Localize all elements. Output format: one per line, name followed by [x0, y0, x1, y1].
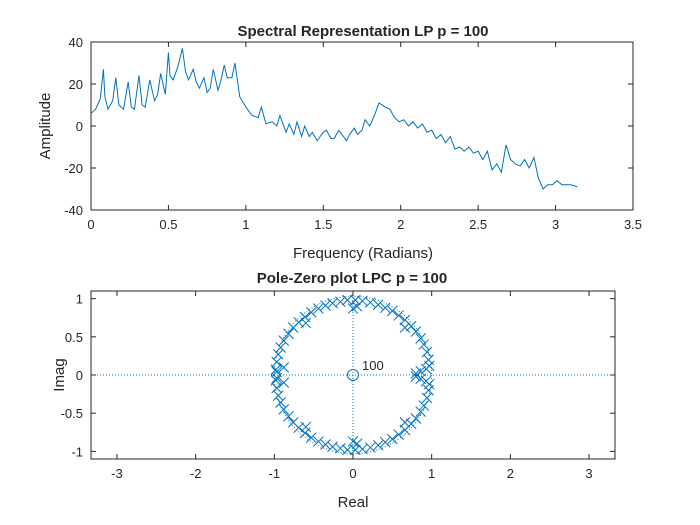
zero-marker: [347, 369, 359, 381]
spectrum-ytick-label: 20: [69, 77, 83, 92]
pole-zero-ytick-label: 1: [76, 292, 83, 307]
pole-marker: [270, 364, 282, 376]
pole-marker: [320, 300, 331, 311]
pole-markers: [270, 294, 435, 456]
pole-marker: [379, 302, 391, 314]
pole-zero-title: Pole-Zero plot LPC p = 100: [257, 270, 447, 287]
pole-zero-xtick-label: 3: [585, 466, 592, 481]
pole-marker: [393, 310, 404, 321]
pole-zero-xtick-label: 2: [507, 466, 514, 481]
pole-zero-xtick-label: 0: [349, 466, 356, 481]
pole-marker: [287, 322, 299, 334]
pole-marker: [313, 436, 324, 447]
pole-marker: [420, 363, 432, 375]
pole-marker: [305, 307, 317, 318]
spectrum-series-line: [90, 48, 578, 190]
pole-zero-axes: Pole-Zero plot LPC p = 100 -3 -2 -1 0 1 2 3-1-…: [51, 270, 616, 511]
pole-marker: [300, 317, 312, 329]
pole-marker: [342, 294, 353, 306]
pole-marker: [351, 438, 363, 450]
spectrum-axes: Spectral Representation LP p = 100 0 0.5 1…: [37, 23, 642, 262]
spectrum-ytick-label: 0: [76, 119, 83, 134]
pole-marker: [386, 433, 398, 445]
pole-marker: [418, 400, 430, 411]
pole-marker: [399, 314, 411, 326]
pole-marker: [313, 303, 324, 314]
pole-marker: [300, 421, 312, 433]
pole-marker: [278, 362, 290, 373]
spectrum-xtick-label: 3.5: [624, 217, 642, 232]
pole-marker: [364, 442, 376, 453]
pole-marker: [420, 375, 432, 387]
pole-zero-xtick-label: -3: [111, 466, 123, 481]
pole-marker: [283, 410, 294, 422]
spectrum-xtick-label: 0.5: [159, 217, 177, 232]
pole-marker: [283, 328, 294, 340]
pole-marker: [372, 439, 384, 451]
pole-marker: [327, 297, 338, 309]
pole-zero-xtick-label: -1: [269, 466, 281, 481]
pole-marker: [271, 372, 283, 384]
pole-marker: [351, 300, 363, 312]
spectrum-ytick-label: -20: [64, 161, 83, 176]
pole-marker: [305, 432, 317, 443]
pole-marker: [415, 332, 427, 344]
spectrum-plot-box: [90, 41, 634, 211]
spectrum-ylabel: Amplitude: [37, 93, 54, 160]
zero-multiplicity-label: 100: [362, 358, 384, 373]
pole-marker: [278, 377, 290, 388]
spectrum-xtick-label: 3: [552, 217, 559, 232]
pole-zero-xtick-label: 1: [428, 466, 435, 481]
spectrum-ytick-label: -40: [64, 203, 83, 218]
pole-marker: [350, 294, 361, 306]
pole-marker: [418, 339, 430, 350]
pole-marker: [320, 439, 331, 450]
pole-zero-ytick-label: 0.5: [65, 330, 83, 345]
pole-marker: [399, 322, 411, 334]
pole-zero-ticks: -3 -2 -1 0 1 2 3 -1 -0.5 0 0.5 1: [61, 291, 615, 481]
pole-marker: [372, 299, 384, 311]
spectrum-xtick-label: 0: [87, 217, 94, 232]
pole-marker: [278, 335, 290, 346]
pole-marker: [275, 397, 286, 408]
spectrum-xtick-label: 2: [397, 217, 404, 232]
pole-marker: [335, 442, 346, 454]
pole-zero-xtick-label: -2: [190, 466, 202, 481]
pole-marker: [379, 436, 391, 448]
spectrum-title: Spectral Representation LP p = 100: [237, 23, 488, 40]
spectrum-xtick-label: 1: [242, 217, 249, 232]
pole-zero-ytick-label: 0: [76, 368, 83, 383]
pole-marker: [415, 373, 427, 385]
spectrum-xtick-label: 2.5: [469, 217, 487, 232]
pole-marker: [399, 416, 411, 428]
pole-marker: [415, 365, 427, 377]
spectrum-ytick-label: 40: [69, 35, 83, 50]
pole-zero-ytick-label: -0.5: [61, 406, 83, 421]
pole-marker: [342, 444, 353, 456]
pole-marker: [415, 406, 427, 418]
pole-zero-ylabel: Imag: [51, 358, 68, 391]
pole-zero-ytick-label: -1: [71, 444, 83, 459]
spectrum-xlabel: Frequency (Radians): [293, 245, 433, 262]
spectrum-ticks: 0 0.5 1 1.5 2 2.5 3 3.5 -40 -20 0 20 40: [64, 35, 642, 232]
pole-marker: [386, 305, 398, 317]
pole-marker: [410, 413, 422, 424]
spectrum-xtick-label: 1.5: [314, 217, 332, 232]
pole-marker: [275, 342, 286, 353]
pole-zero-xlabel: Real: [338, 494, 369, 511]
zero-markers: [347, 369, 359, 381]
pole-marker: [272, 390, 284, 401]
pole-marker: [278, 404, 290, 415]
pole-marker: [393, 429, 404, 440]
pole-marker: [421, 346, 433, 358]
